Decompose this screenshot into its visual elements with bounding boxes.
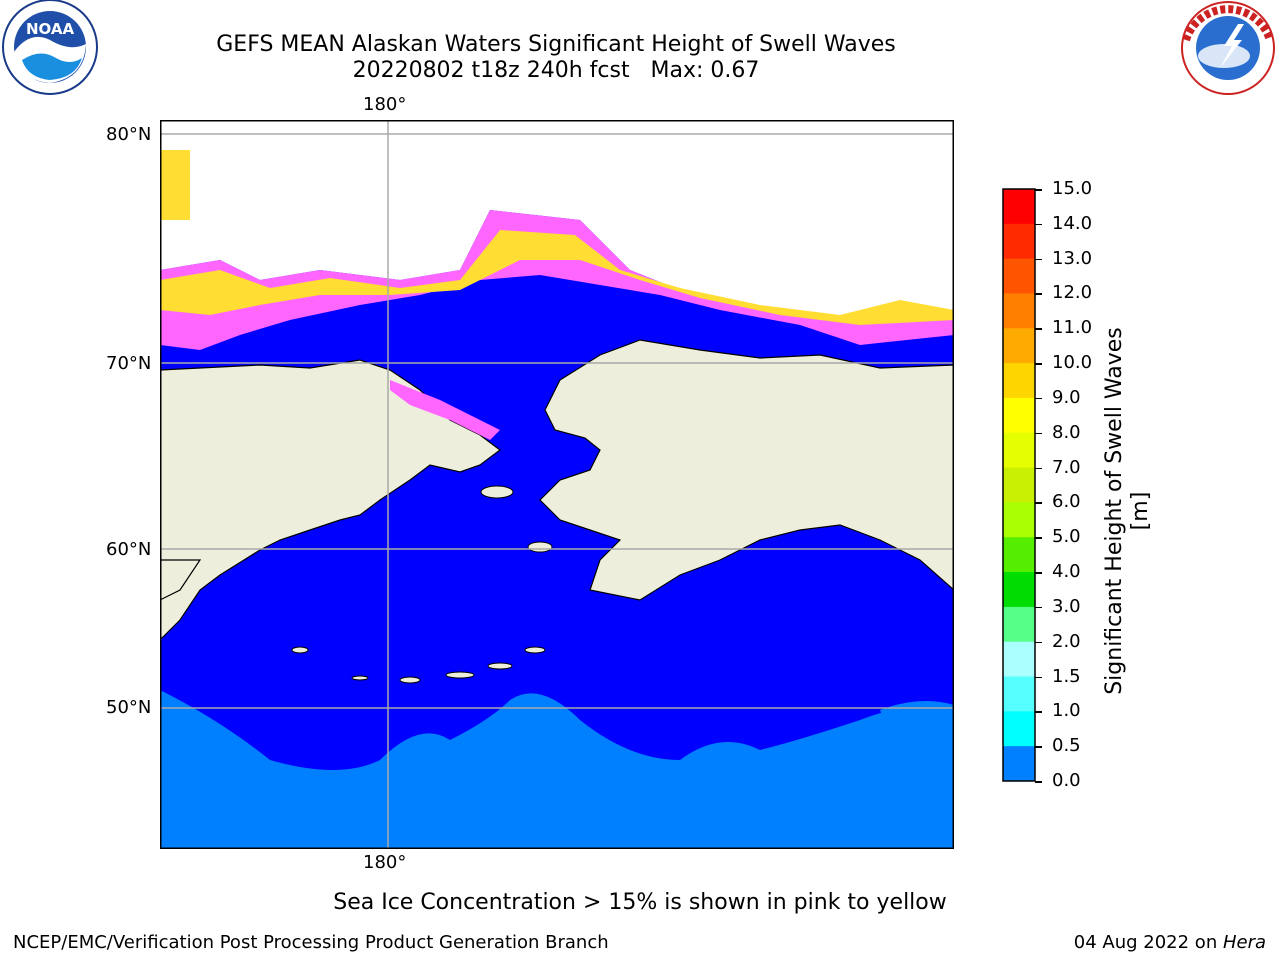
colorbar-tick-mark: [1035, 258, 1042, 261]
colorbar-bin: [1003, 711, 1035, 747]
sea-ice-caption: Sea Ice Concentration > 15% is shown in …: [333, 890, 947, 915]
colorbar-tick-label: 12.0: [1052, 282, 1093, 304]
colorbar-tick-label: 13.0: [1052, 247, 1093, 269]
lat-label-50n: 50°N: [106, 697, 152, 718]
colorbar-tick-label: 4.0: [1052, 561, 1081, 583]
colorbar-label: Significant Height of Swell Waves [m]: [1102, 327, 1153, 695]
lat-label-60n: 60°N: [106, 539, 152, 560]
colorbar-tick-label: 3.0: [1052, 595, 1081, 617]
colorbar-tick-mark: [1035, 537, 1042, 539]
colorbar-bin: [1003, 432, 1035, 469]
colorbar-bin: [1003, 537, 1035, 573]
land-siberia: [160, 359, 501, 641]
colorbar-bin: [1003, 189, 1035, 225]
colorbar-bin: [1003, 397, 1035, 434]
colorbar-tick-mark: [1035, 572, 1042, 574]
colorbar-tick-mark: [1035, 328, 1042, 330]
land-kamchatka: [160, 559, 202, 601]
colorbar-tick-label: 2.0: [1052, 630, 1081, 652]
colorbar-tick-label: 9.0: [1052, 386, 1081, 408]
lat-label-80n: 80°N: [106, 124, 152, 145]
land-alaska: [539, 339, 954, 601]
colorbar-tick-mark: [1035, 606, 1042, 609]
arctic-no-data: [160, 120, 954, 320]
colorbar-bin: [1003, 467, 1035, 503]
colorbar-bin: [1003, 606, 1035, 643]
colorbar-tick-mark: [1035, 397, 1042, 400]
footer-date: 04 Aug 2022 on Hera: [1074, 932, 1266, 953]
graticule: [160, 120, 954, 849]
colorbar-tick-label: 0.0: [1052, 770, 1081, 791]
colorbar-tick-mark: [1035, 502, 1042, 504]
lon-label-top: 180°: [363, 94, 407, 115]
colorbar-bin: [1003, 258, 1035, 294]
colorbar-tick-label: 5.0: [1052, 526, 1081, 548]
colorbar-bin: [1003, 502, 1035, 538]
colorbar-bin: [1003, 223, 1035, 260]
colorbar-tick-label: 14.0: [1052, 212, 1093, 234]
colorbar-tick-label: 15.0: [1052, 178, 1093, 199]
colorbar-bin: [1003, 676, 1035, 712]
map-frame: [160, 120, 954, 849]
map-subtitle: 20220802 t18z 240h fcst Max: 0.67: [352, 58, 760, 83]
colorbar-tick-mark: [1035, 467, 1042, 470]
colorbar: [1002, 188, 1036, 782]
lat-label-70n: 70°N: [106, 353, 152, 374]
colorbar-tick-mark: [1035, 746, 1042, 748]
footer-host: Hera: [1222, 932, 1266, 953]
colorbar-tick-mark: [1035, 711, 1042, 713]
colorbar-tick-label: 7.0: [1052, 456, 1081, 478]
colorbar-tick-label: 1.5: [1052, 665, 1081, 687]
colorbar-tick-label: 10.0: [1052, 352, 1093, 374]
lon-label-bottom: 180°: [363, 852, 407, 873]
colorbar-tick-mark: [1035, 641, 1042, 644]
colorbar-tick-mark: [1035, 293, 1042, 295]
colorbar-tick-label: 11.0: [1052, 317, 1093, 339]
swell-patch-ne: [880, 701, 954, 740]
colorbar-tick-mark: [1035, 189, 1042, 191]
colorbar-bin: [1003, 293, 1035, 329]
colorbar-tick-mark: [1035, 223, 1042, 226]
swell-region-south: [160, 690, 954, 849]
colorbar-tick-mark: [1035, 432, 1042, 435]
colorbar-bin: [1003, 572, 1035, 608]
colorbar-tick-label: 6.0: [1052, 491, 1081, 513]
footer-date-text: 04 Aug 2022 on: [1073, 932, 1223, 953]
noaa-logo-text: NOAA: [26, 20, 75, 38]
sea-ice: [160, 150, 954, 440]
colorbar-tick-mark: [1035, 676, 1042, 679]
colorbar-tick-label: 0.5: [1052, 735, 1081, 757]
colorbar-tick-mark: [1035, 363, 1042, 365]
colorbar-bin: [1003, 641, 1035, 678]
noaa-logo: NOAA: [2, 0, 98, 95]
colorbar-bin: [1003, 363, 1035, 399]
colorbar-bin: [1003, 328, 1035, 364]
nws-logo: [1181, 1, 1275, 95]
footer-credit: NCEP/EMC/Verification Post Processing Pr…: [13, 932, 609, 953]
colorbar-frame: [1002, 188, 1036, 782]
map-panel: [160, 120, 954, 849]
colorbar-tick-label: 8.0: [1052, 421, 1081, 443]
colorbar-tick-label: 1.0: [1052, 700, 1081, 722]
map-title: GEFS MEAN Alaskan Waters Significant Hei…: [216, 32, 896, 57]
colorbar-bin: [1003, 746, 1035, 782]
colorbar-tick-mark: [1035, 781, 1042, 783]
